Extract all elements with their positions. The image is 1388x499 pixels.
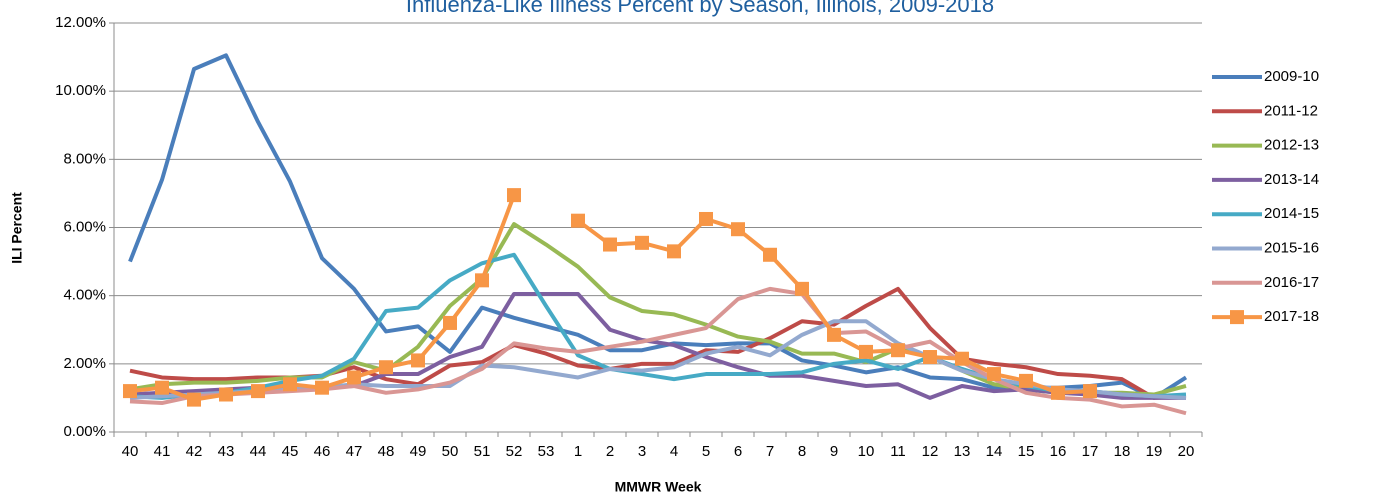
- series-line: [128, 53, 1188, 400]
- series-marker: [795, 281, 809, 296]
- legend-label: 2012-13: [1264, 137, 1319, 154]
- x-tick-label: 10: [858, 443, 875, 460]
- legend-label: 2016-17: [1264, 274, 1319, 291]
- x-tick-label: 1: [574, 443, 582, 460]
- series-marker: [603, 237, 617, 252]
- x-tick-label: 13: [954, 443, 971, 460]
- series-marker: [475, 273, 489, 288]
- x-tick-label: 15: [1018, 443, 1035, 460]
- x-tick-label: 6: [734, 443, 742, 460]
- series-marker: [859, 344, 873, 359]
- x-tick-label: 14: [986, 443, 1003, 460]
- series-marker: [219, 387, 233, 402]
- y-tick-label: 8.00%: [63, 150, 106, 167]
- legend-label: 2009-10: [1264, 68, 1319, 85]
- x-tick-label: 52: [506, 443, 523, 460]
- legend-label: 2014-15: [1264, 205, 1319, 222]
- series-marker: [923, 350, 937, 365]
- series-marker: [955, 351, 969, 366]
- x-tick-label: 11: [890, 443, 906, 460]
- x-tick-label: 3: [638, 443, 646, 460]
- series-marker: [283, 377, 297, 392]
- y-axis-title: ILI Percent: [9, 192, 25, 264]
- x-tick-label: 44: [250, 443, 267, 460]
- y-tick-label: 4.00%: [63, 287, 106, 304]
- series-marker: [123, 384, 137, 399]
- series-marker: [763, 247, 777, 262]
- y-tick-label: 10.00%: [55, 82, 106, 99]
- x-tick-label: 40: [122, 443, 139, 460]
- series-marker: [507, 188, 521, 203]
- series-marker: [187, 392, 201, 407]
- x-tick-label: 2: [606, 443, 614, 460]
- x-tick-label: 20: [1178, 443, 1195, 460]
- legend-label: 2017-18: [1264, 308, 1319, 325]
- x-tick-label: 19: [1146, 443, 1163, 460]
- series-marker: [155, 380, 169, 395]
- x-tick-label: 47: [346, 443, 363, 460]
- series-marker: [699, 211, 713, 226]
- series-marker: [1019, 373, 1033, 388]
- x-tick-label: 16: [1050, 443, 1067, 460]
- y-tick-label: 12.00%: [55, 14, 106, 31]
- x-tick-label: 49: [410, 443, 427, 460]
- legend-label: 2013-14: [1264, 171, 1319, 188]
- series-marker: [891, 343, 905, 358]
- legend-label: 2011-12: [1264, 102, 1318, 119]
- chart-title: Influenza-Like Illness Percent by Season…: [406, 0, 994, 17]
- x-tick-label: 45: [282, 443, 299, 460]
- x-tick-label: 18: [1114, 443, 1131, 460]
- series-line: [129, 286, 1187, 416]
- x-tick-label: 42: [186, 443, 203, 460]
- y-tick-label: 2.00%: [63, 355, 106, 372]
- series-marker: [411, 353, 425, 368]
- series-marker: [827, 327, 841, 342]
- series-marker: [667, 244, 681, 259]
- x-tick-label: 48: [378, 443, 395, 460]
- series-marker: [347, 370, 361, 385]
- series-marker: [251, 384, 265, 399]
- x-tick-label: 4: [670, 443, 678, 460]
- x-tick-label: 43: [218, 443, 235, 460]
- series-marker: [379, 360, 393, 375]
- y-tick-label: 6.00%: [63, 218, 106, 235]
- series-marker: [1051, 385, 1065, 400]
- series-marker: [635, 235, 649, 250]
- series-marker: [1083, 384, 1097, 399]
- x-tick-label: 9: [830, 443, 838, 460]
- x-tick-label: 46: [314, 443, 331, 460]
- x-tick-label: 8: [798, 443, 806, 460]
- x-tick-label: 53: [538, 443, 555, 460]
- y-tick-label: 0.00%: [63, 423, 106, 440]
- series-marker: [571, 213, 585, 228]
- series-marker: [443, 315, 457, 330]
- series-marker: [731, 222, 745, 237]
- x-tick-label: 7: [766, 443, 774, 460]
- x-tick-label: 51: [474, 443, 491, 460]
- x-axis-title: MMWR Week: [615, 479, 702, 495]
- series-marker: [987, 367, 1001, 382]
- x-tick-label: 5: [702, 443, 710, 460]
- x-tick-label: 41: [154, 443, 171, 460]
- x-tick-label: 50: [442, 443, 459, 460]
- series-marker: [315, 380, 329, 395]
- x-tick-label: 12: [922, 443, 939, 460]
- x-tick-label: 17: [1082, 443, 1099, 460]
- legend-label: 2015-16: [1264, 239, 1319, 256]
- legend-marker: [1230, 310, 1244, 325]
